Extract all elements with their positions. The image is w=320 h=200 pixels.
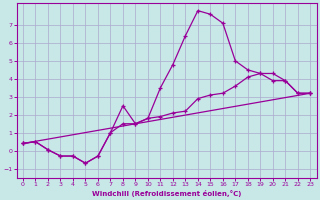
X-axis label: Windchill (Refroidissement éolien,°C): Windchill (Refroidissement éolien,°C) bbox=[92, 190, 241, 197]
